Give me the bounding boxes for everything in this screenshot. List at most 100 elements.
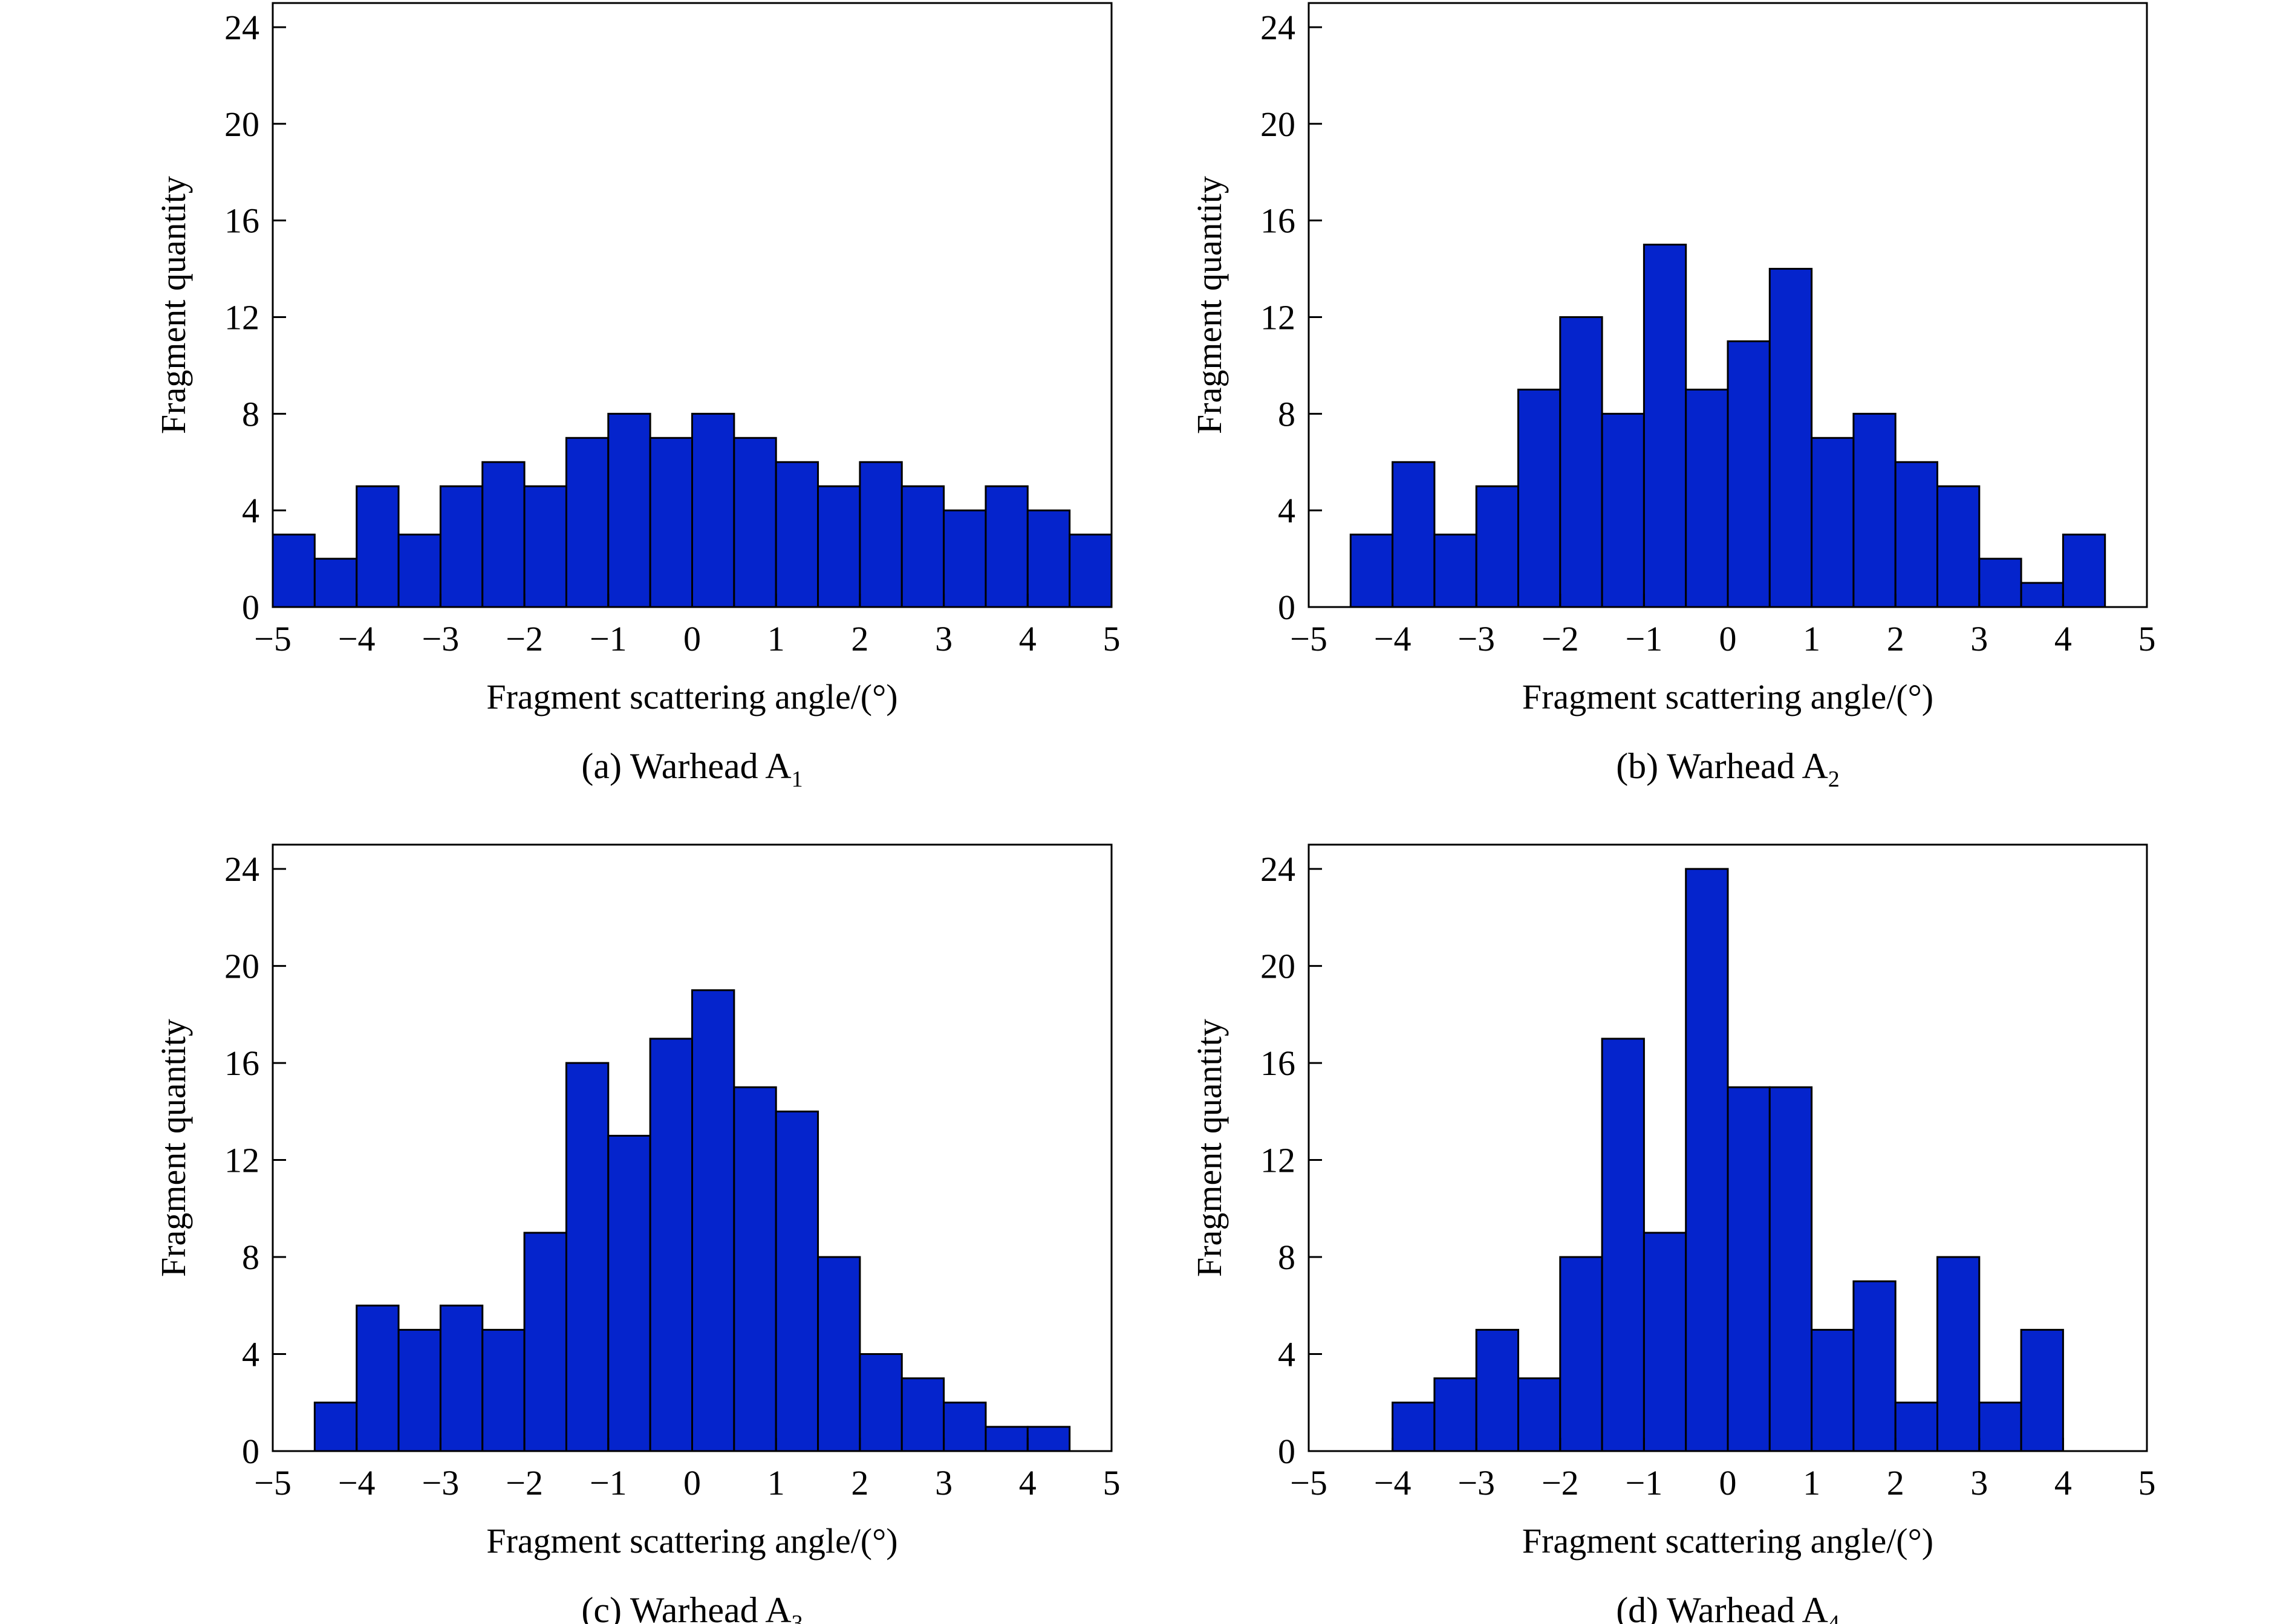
panel-a-bar bbox=[943, 509, 987, 608]
panel-b-y-tick-label: 12 bbox=[1260, 297, 1295, 337]
panel-c-y-tick-label: 8 bbox=[242, 1238, 259, 1277]
panel-c-x-tick-label: 0 bbox=[683, 1463, 701, 1502]
panel-d-y-tick-label: 24 bbox=[1260, 849, 1295, 889]
panel-a-y-tick-label: 16 bbox=[224, 201, 259, 241]
panel-b-x-tick-label: 1 bbox=[1803, 619, 1820, 658]
panel-d-bar bbox=[1978, 1402, 2022, 1452]
panel-b-bar bbox=[1392, 461, 1436, 608]
panel-d-x-tick-label: 2 bbox=[1887, 1463, 1904, 1502]
panel-b-bar bbox=[1643, 244, 1687, 608]
panel-b-bar bbox=[1768, 268, 1813, 608]
panel-d-x-tick-label: −3 bbox=[1457, 1463, 1495, 1502]
panel-b-y-tick-label: 16 bbox=[1260, 201, 1295, 241]
panel-a-bar bbox=[272, 533, 316, 608]
panel-c-x-tick-label: −3 bbox=[422, 1463, 460, 1502]
panel-a-x-tick-label: −4 bbox=[338, 619, 376, 658]
panel-d-x-axis-label: Fragment scattering angle/(°) bbox=[1522, 1521, 1933, 1561]
panel-a-y-tick-label: 24 bbox=[224, 8, 259, 47]
panel-d-bar bbox=[1727, 1086, 1771, 1452]
panel-d-bar bbox=[1936, 1256, 1981, 1452]
panel-b-y-tick-label: 4 bbox=[1278, 491, 1295, 530]
panel-c-caption-text: (c) Warhead A bbox=[581, 1590, 791, 1624]
panel-d-bar bbox=[1601, 1038, 1645, 1452]
panel-d-bar bbox=[1433, 1377, 1477, 1452]
panel-d-x-tick-label: −1 bbox=[1626, 1463, 1663, 1502]
panel-d-y-tick-label: 16 bbox=[1260, 1044, 1295, 1083]
panel-d-y-tick-label: 4 bbox=[1278, 1335, 1295, 1374]
panel-b-caption-subscript: 2 bbox=[1828, 767, 1840, 792]
panel-b-y-tick-label: 20 bbox=[1260, 105, 1295, 144]
panel-d-y-tick-label: 12 bbox=[1260, 1141, 1295, 1180]
panel-a-bar bbox=[523, 485, 567, 608]
panel-c-x-tick-label: 2 bbox=[851, 1463, 868, 1502]
panel-b-bar bbox=[1727, 340, 1771, 608]
panel-b-bar bbox=[1978, 557, 2022, 608]
panel-d-bar bbox=[2020, 1328, 2064, 1452]
panel-c-x-tick-label: −4 bbox=[338, 1463, 376, 1502]
panel-c-caption: (c) Warhead A3 bbox=[581, 1590, 803, 1624]
panel-d-caption: (d) Warhead A4 bbox=[1616, 1590, 1840, 1624]
panel-a-bar bbox=[649, 437, 694, 608]
panel-d-bar bbox=[1643, 1232, 1687, 1452]
panel-c-caption-subscript: 3 bbox=[792, 1611, 803, 1624]
panel-a-caption-text: (a) Warhead A bbox=[581, 746, 791, 786]
panel-b-y-axis-label: Fragment quantity bbox=[1190, 176, 1229, 434]
panel-c-bar bbox=[607, 1134, 651, 1452]
panel-c-x-tick-label: 1 bbox=[767, 1463, 785, 1502]
panel-b-bar bbox=[1559, 316, 1603, 608]
panel-b-x-tick-label: 0 bbox=[1719, 619, 1737, 658]
panel-c-y-tick-label: 24 bbox=[224, 849, 259, 889]
panel-c-bar bbox=[397, 1328, 441, 1452]
panel-c-bar bbox=[943, 1402, 987, 1452]
panel-d-x-tick-label: 3 bbox=[1970, 1463, 1988, 1502]
panel-c-x-axis-label: Fragment scattering angle/(°) bbox=[486, 1521, 897, 1561]
panel-b-x-axis-label: Fragment scattering angle/(°) bbox=[1522, 677, 1933, 716]
panel-b-caption-text: (b) Warhead A bbox=[1616, 746, 1828, 786]
panel-d-bar bbox=[1685, 868, 1729, 1452]
panel-a-y-tick-label: 8 bbox=[242, 394, 259, 434]
panel-b-y-tick-label: 24 bbox=[1260, 8, 1295, 47]
panel-a-bar bbox=[356, 485, 400, 608]
panel-c-bar bbox=[775, 1110, 819, 1452]
panel-b-y-tick-label: 8 bbox=[1278, 394, 1295, 434]
panel-d-bar bbox=[1517, 1377, 1561, 1452]
panel-b-bar bbox=[1433, 533, 1477, 608]
panel-c-bar bbox=[859, 1353, 903, 1452]
panel-c-bar bbox=[733, 1086, 777, 1452]
panel-c-x-tick-label: 5 bbox=[1103, 1463, 1121, 1502]
panel-a-bar bbox=[565, 437, 610, 608]
panel-a-bar bbox=[775, 461, 819, 608]
panel-a-x-tick-label: 1 bbox=[767, 619, 785, 658]
panel-d-bar bbox=[1811, 1328, 1855, 1452]
panel-b-bar bbox=[1349, 533, 1394, 608]
panel-d-bar bbox=[1768, 1086, 1813, 1452]
panel-d-y-tick-label: 8 bbox=[1278, 1238, 1295, 1277]
panel-a-x-tick-label: 4 bbox=[1019, 619, 1037, 658]
panel-a-x-tick-label: −3 bbox=[422, 619, 460, 658]
panel-c-x-tick-label: −1 bbox=[590, 1463, 627, 1502]
panel-d-bar bbox=[1894, 1402, 1938, 1452]
panel-b-bar bbox=[1852, 412, 1897, 608]
panel-d-x-tick-label: 5 bbox=[2138, 1463, 2156, 1502]
panel-b-x-tick-label: −1 bbox=[1626, 619, 1663, 658]
panel-c-bar bbox=[481, 1328, 526, 1452]
panel-a-bar bbox=[481, 461, 526, 608]
panel-c-bar bbox=[985, 1426, 1029, 1452]
panel-b-bar bbox=[1517, 388, 1561, 608]
panel-b-x-tick-label: −2 bbox=[1542, 619, 1579, 658]
panel-d-bar bbox=[1475, 1328, 1519, 1452]
panel-a-bar bbox=[397, 533, 441, 608]
panel-a-caption: (a) Warhead A1 bbox=[581, 746, 803, 792]
panel-c-bar bbox=[817, 1256, 861, 1452]
panel-a-x-tick-label: −2 bbox=[506, 619, 543, 658]
panel-a-bar bbox=[691, 412, 735, 608]
panel-c-y-tick-label: 16 bbox=[224, 1044, 259, 1083]
panel-b-x-tick-label: −4 bbox=[1374, 619, 1412, 658]
panel-d-y-tick-label: 20 bbox=[1260, 947, 1295, 986]
panel-a-bar bbox=[1069, 533, 1113, 608]
panel-b-x-tick-label: −5 bbox=[1290, 619, 1327, 658]
panel-c-y-tick-label: 4 bbox=[242, 1335, 259, 1374]
